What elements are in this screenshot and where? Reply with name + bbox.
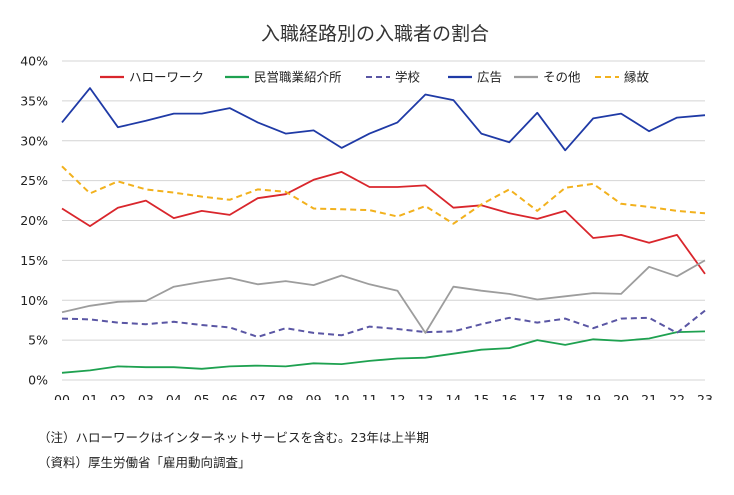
x-tick-label: 15 bbox=[473, 392, 489, 400]
source-note: （資料）厚生労働省「雇用動向調査」 bbox=[38, 455, 251, 470]
series-line-3 bbox=[61, 87, 706, 152]
legend-label: ハローワーク bbox=[129, 70, 204, 85]
y-tick-label: 25% bbox=[20, 173, 48, 188]
y-tick-label: 20% bbox=[20, 213, 48, 228]
line-chart: 入職経路別の入職者の割合 0% 5% 10% 15% 20% 25% 30% 35% 40% 00… bbox=[20, 23, 713, 401]
x-tick-label: 08 bbox=[278, 392, 294, 400]
y-tick-label: 35% bbox=[20, 93, 48, 108]
footnote: （注）ハローワークはインターネットサービスを含む。23年は上半期 bbox=[38, 430, 429, 445]
y-tick-label: 15% bbox=[20, 253, 48, 268]
y-tick-label: 5% bbox=[28, 333, 48, 348]
legend-label: 縁故 bbox=[624, 70, 650, 85]
x-tick-label: 05 bbox=[194, 392, 210, 400]
x-tick-label: 06 bbox=[222, 392, 238, 400]
x-tick-label: 23 bbox=[697, 392, 713, 400]
x-tick-label: 13 bbox=[417, 392, 433, 400]
x-tick-label: 01 bbox=[82, 392, 98, 400]
x-tick-label: 02 bbox=[110, 392, 126, 400]
x-tick-label: 16 bbox=[501, 392, 517, 400]
x-tick-label: 19 bbox=[585, 392, 601, 400]
x-tick-label: 04 bbox=[166, 392, 182, 400]
legend-label: 民営職業紹介所 bbox=[254, 70, 342, 85]
x-tick-label: 10 bbox=[334, 392, 350, 400]
y-tick-label: 0% bbox=[28, 373, 48, 388]
x-tick-label: 09 bbox=[306, 392, 322, 400]
series-line-1 bbox=[61, 330, 706, 374]
x-tick-label: 20 bbox=[613, 392, 629, 400]
series-line-0 bbox=[61, 170, 706, 275]
series-lines bbox=[61, 87, 706, 374]
gridlines bbox=[62, 60, 705, 381]
x-tick-label: 18 bbox=[557, 392, 573, 400]
legend-label: 広告 bbox=[477, 70, 502, 85]
y-tick-label: 30% bbox=[20, 133, 48, 148]
chart-title: 入職経路別の入職者の割合 bbox=[261, 23, 489, 45]
x-tick-label: 12 bbox=[390, 392, 406, 400]
legend: ハローワーク 民営職業紹介所 学校 広告 その他 縁故 bbox=[100, 70, 650, 85]
x-tick-label: 21 bbox=[641, 392, 657, 400]
x-tick-label: 07 bbox=[250, 392, 266, 400]
x-tick-label: 03 bbox=[138, 392, 154, 400]
legend-label: 学校 bbox=[395, 70, 421, 85]
x-tick-label: 11 bbox=[362, 392, 378, 400]
x-tick-label: 00 bbox=[54, 392, 70, 400]
y-tick-label: 10% bbox=[20, 293, 48, 308]
series-line-4 bbox=[61, 259, 706, 334]
legend-label: その他 bbox=[543, 70, 581, 85]
x-tick-label: 17 bbox=[529, 392, 545, 400]
x-tick-label: 14 bbox=[445, 392, 461, 400]
series-line-2 bbox=[61, 309, 706, 338]
series-line-5 bbox=[61, 165, 706, 225]
axes: 0% 5% 10% 15% 20% 25% 30% 35% 40% 00 01 02 03 04 05 06 0… bbox=[20, 54, 713, 401]
x-tick-label: 22 bbox=[669, 392, 685, 400]
y-tick-label: 40% bbox=[20, 54, 48, 69]
